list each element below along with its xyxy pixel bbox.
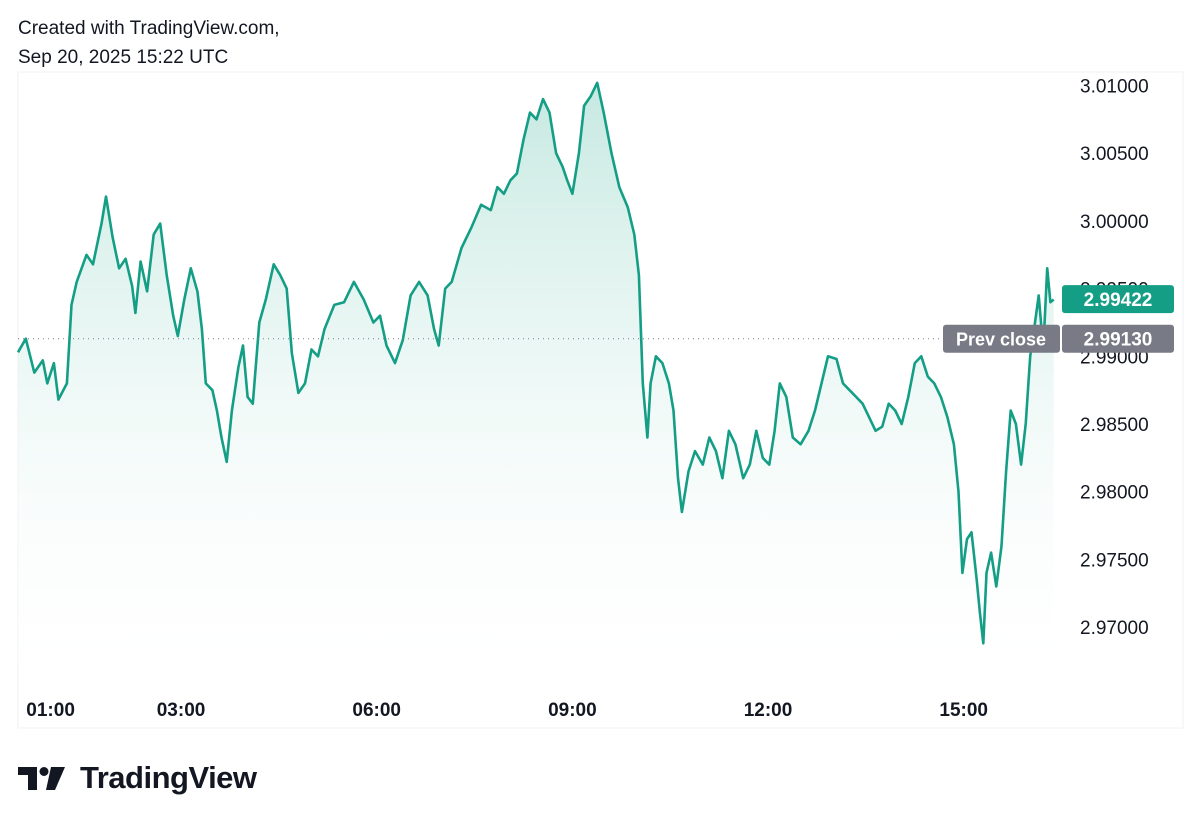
y-tick-label: 2.98500 (1080, 415, 1149, 436)
x-tick-label: 03:00 (157, 700, 206, 721)
created-with-label: Created with TradingView.com, (18, 18, 280, 39)
y-tick-label: 2.97000 (1080, 618, 1149, 639)
x-tick-label: 12:00 (744, 700, 793, 721)
prev-close-value: 2.99130 (1084, 330, 1153, 351)
tradingview-logo-icon (18, 767, 65, 790)
chart-header: Created with TradingView.com, Sep 20, 20… (18, 14, 280, 72)
x-tick-label: 06:00 (352, 700, 401, 721)
snapshot-timestamp: Sep 20, 2025 15:22 UTC (18, 47, 229, 68)
price-area-fill (18, 82, 1054, 666)
tradingview-brand: TradingView (18, 760, 257, 796)
last-price-label: 2.99422 (1084, 290, 1153, 311)
price-line (16, 81, 1055, 645)
brand-name: TradingView (80, 760, 257, 795)
y-tick-label: 2.97500 (1080, 550, 1149, 571)
prev-close-badge (1062, 324, 1174, 353)
x-tick-label: 15:00 (939, 700, 988, 721)
y-tick-label: 3.00500 (1080, 144, 1149, 165)
prev-close-tag (943, 324, 1060, 353)
y-tick-label: 2.98000 (1080, 483, 1149, 504)
y-tick-label: 3.00000 (1080, 212, 1149, 233)
x-tick-label: 01:00 (26, 700, 75, 721)
price-chart: 3.010003.005003.000002.995002.990002.985… (16, 71, 1184, 729)
last-price-badge (1062, 285, 1174, 314)
prev-close-tag-label: Prev close (956, 330, 1046, 350)
x-tick-label: 09:00 (548, 700, 597, 721)
y-tick-label: 3.01000 (1080, 77, 1149, 98)
